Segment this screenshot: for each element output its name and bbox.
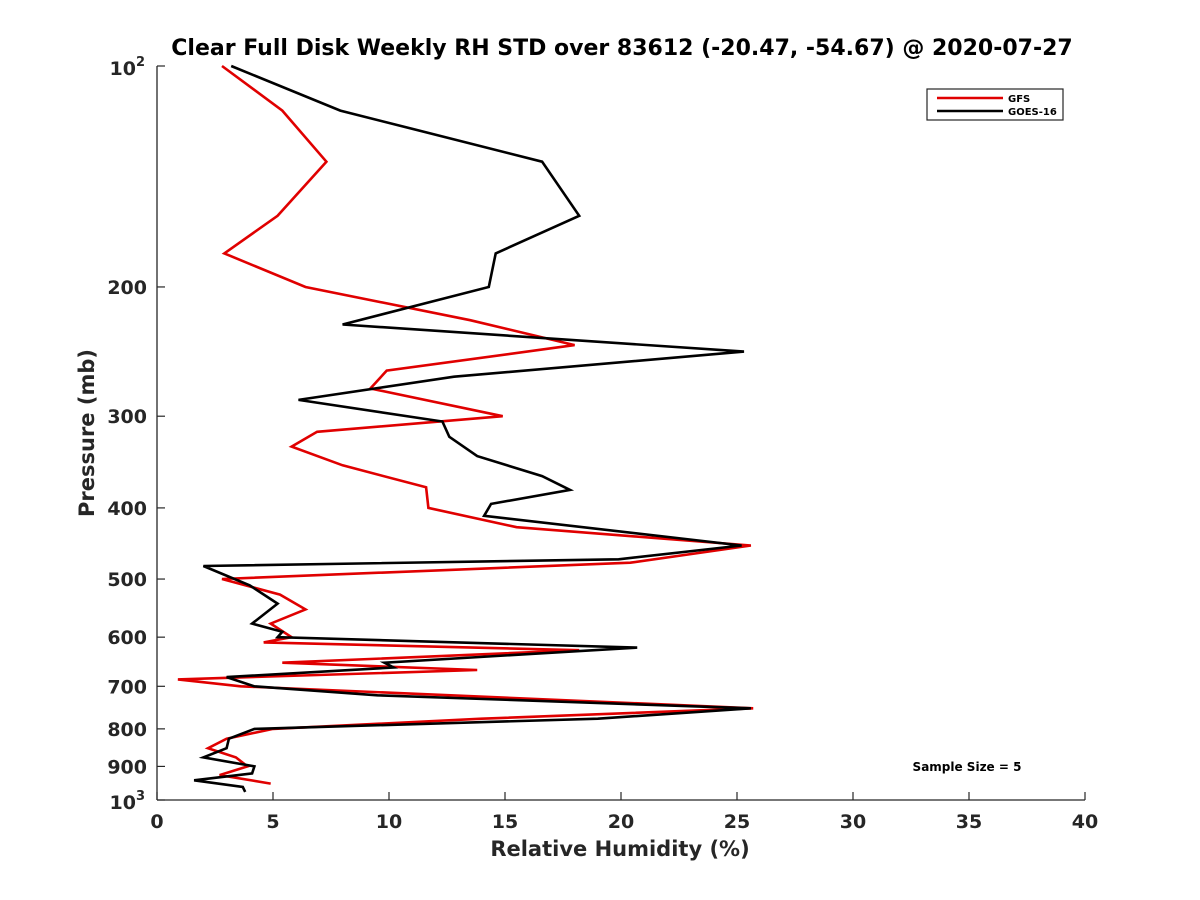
x-tick-label: 20 (608, 811, 634, 833)
legend: GFS GOES-16 (926, 88, 1064, 121)
y-tick-label: 700 (107, 676, 147, 698)
legend-label-gfs: GFS (1008, 94, 1030, 105)
legend-box (926, 88, 1064, 121)
y-tick-exponent: 3 (136, 789, 145, 804)
y-tick-base: 10 (110, 58, 136, 80)
y-tick-label: 300 (107, 406, 147, 428)
x-tick-label: 0 (150, 811, 163, 833)
y-tick-label: 400 (107, 498, 147, 520)
x-tick-label: 35 (956, 811, 982, 833)
x-tick-label: 5 (266, 811, 279, 833)
x-tick-label: 10 (376, 811, 402, 833)
y-tick-label: 102 (110, 55, 146, 80)
series-line-goes-16 (193, 64, 751, 793)
legend-label-goes-16: GOES-16 (1008, 107, 1057, 118)
y-tick-label: 500 (107, 569, 147, 591)
y-tick-base: 10 (110, 792, 136, 814)
x-tick-label: 40 (1072, 811, 1098, 833)
x-axis-label: Relative Humidity (%) (490, 837, 749, 861)
y-tick-label: 103 (110, 789, 146, 814)
series-lines (177, 64, 754, 793)
y-tick-label: 600 (107, 627, 147, 649)
y-tick-label: 200 (107, 277, 147, 299)
y-tick-exponent: 2 (136, 55, 145, 70)
y-axis-label: Pressure (mb) (75, 349, 99, 517)
x-tick-label: 15 (492, 811, 518, 833)
x-tick-label: 30 (840, 811, 866, 833)
y-tick-label: 900 (107, 756, 147, 778)
chart-title: Clear Full Disk Weekly RH STD over 83612… (171, 36, 1072, 61)
axes: 0 5 10 15 20 25 30 35 40102200300400500600700800… (107, 55, 1098, 833)
sample-size-annotation: Sample Size = 5 (913, 760, 1022, 774)
y-tick-label: 800 (107, 719, 147, 741)
x-tick-label: 25 (724, 811, 750, 833)
